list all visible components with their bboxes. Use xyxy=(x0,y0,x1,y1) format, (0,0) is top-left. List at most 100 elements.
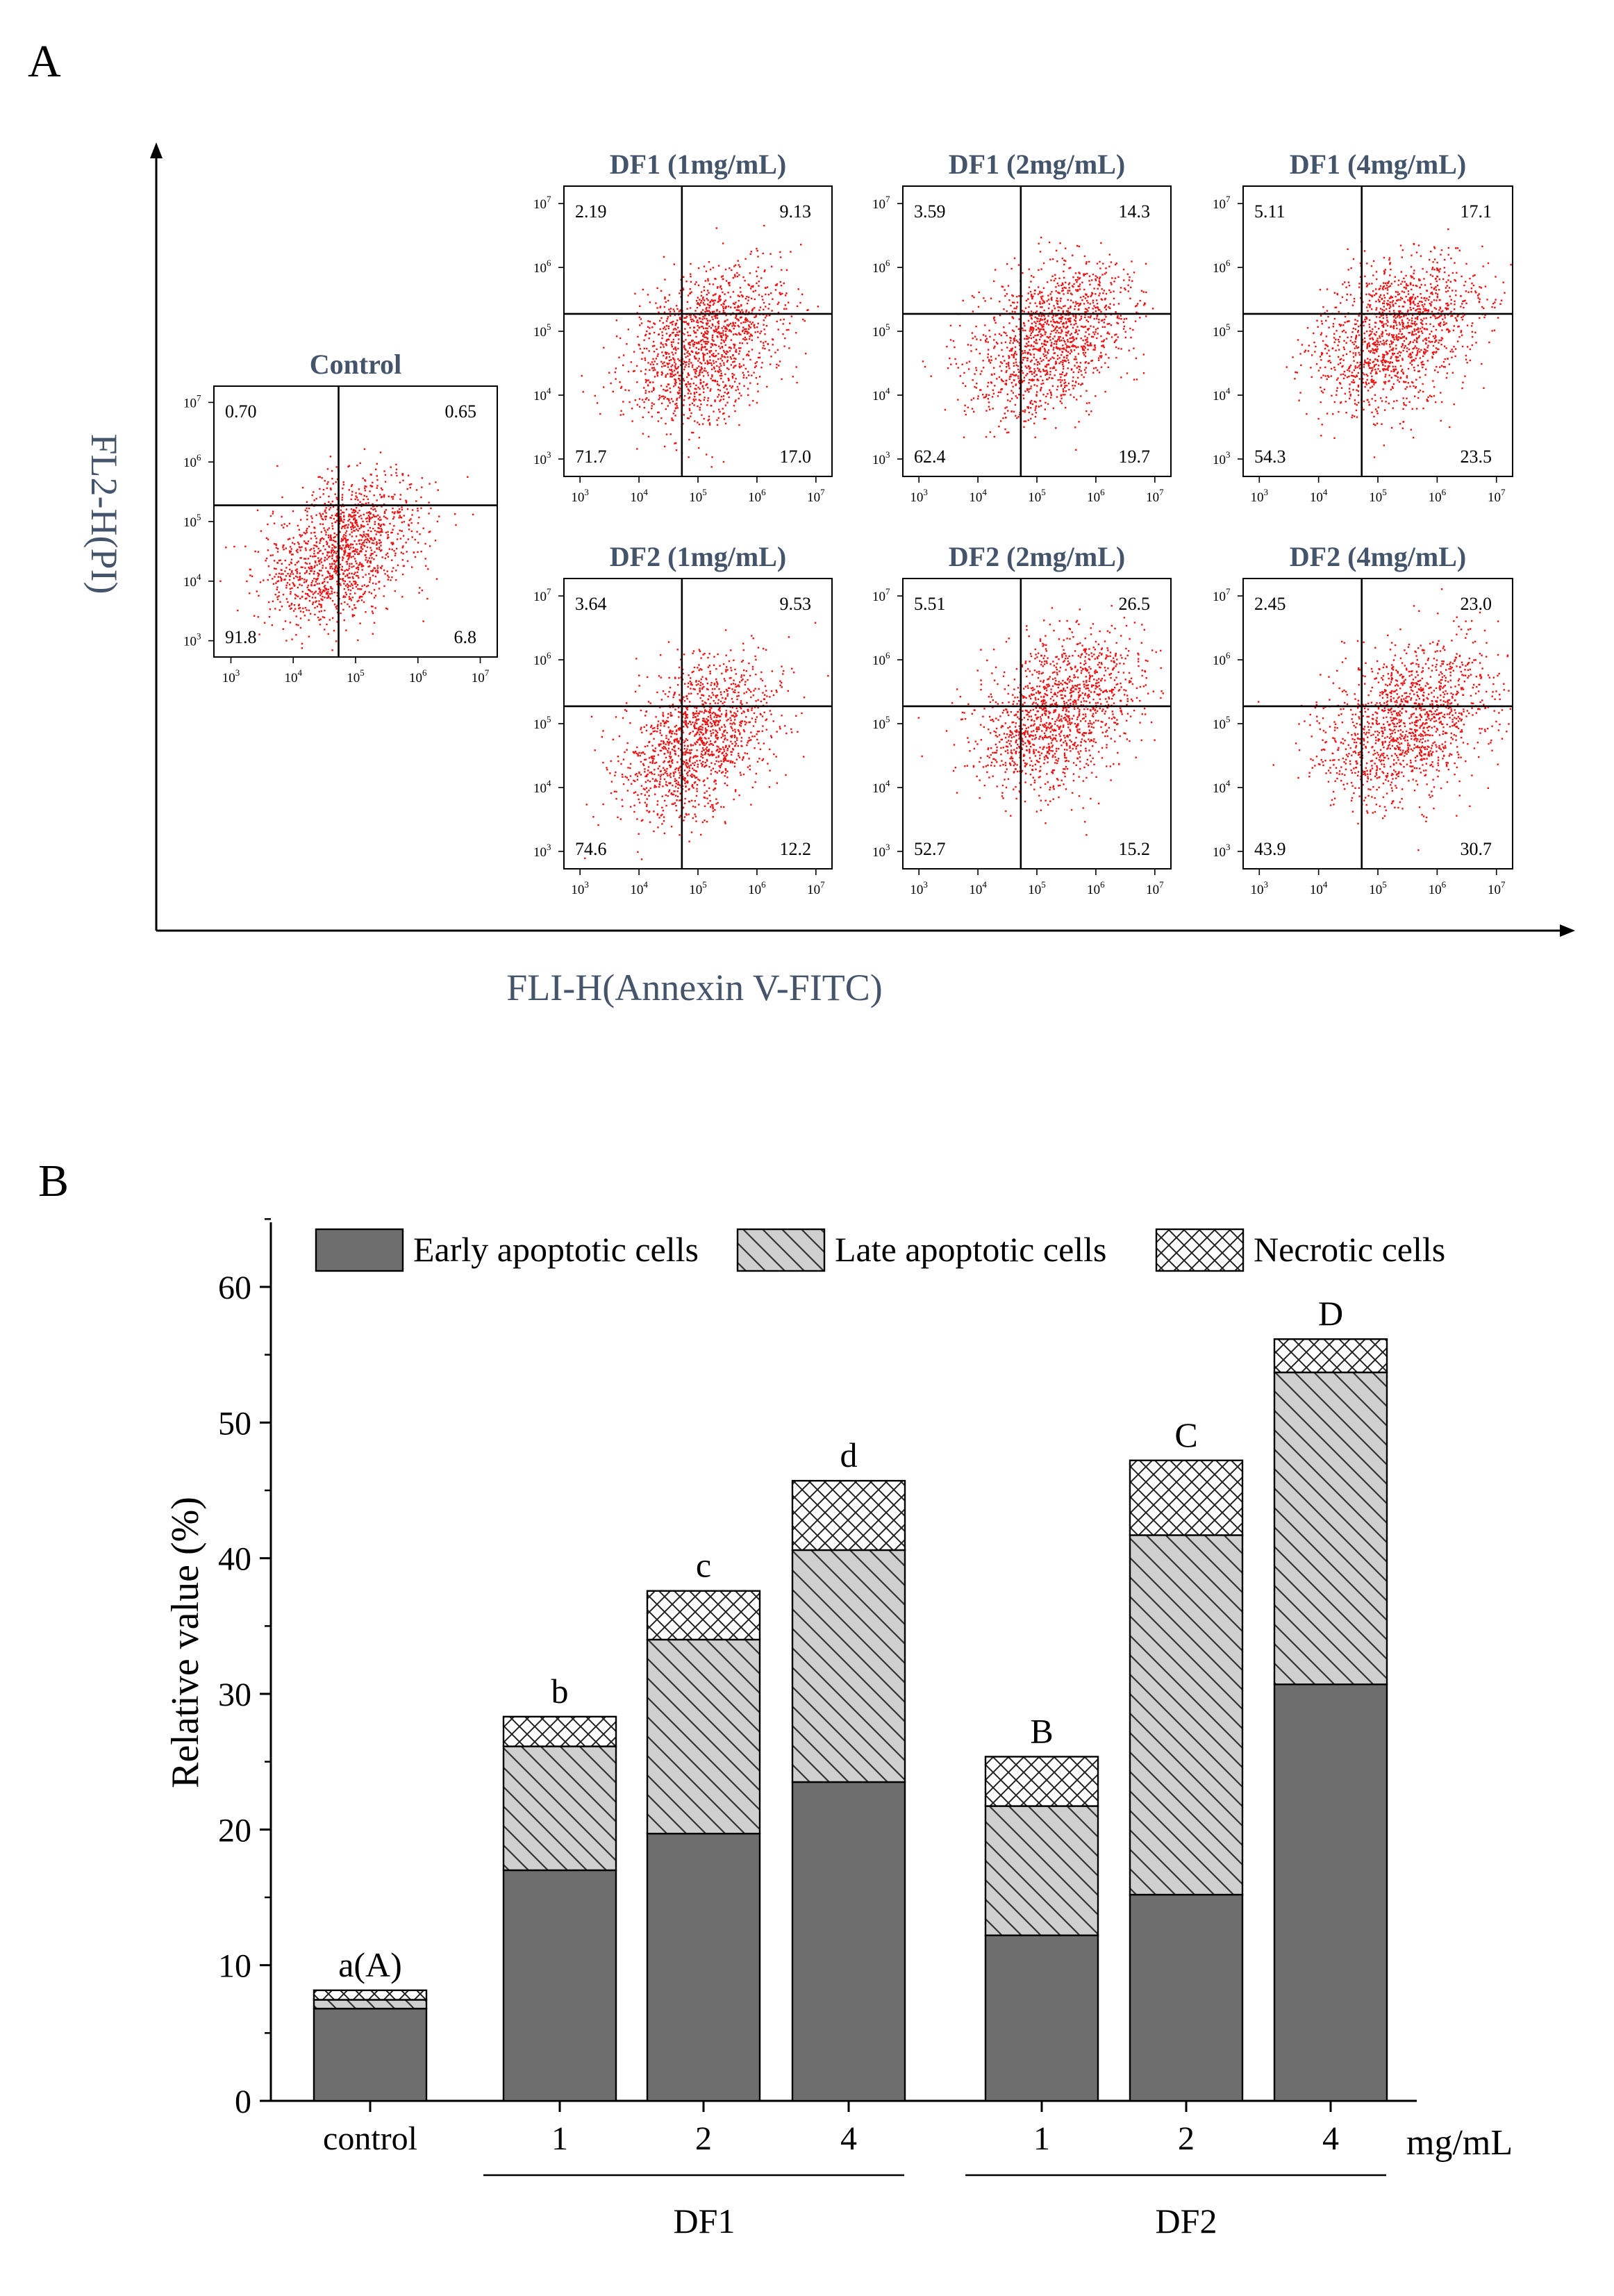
quadrant-value-ul: 3.64 xyxy=(575,594,607,614)
y-tick-label: 107 xyxy=(872,586,890,604)
quadrant-value-ur: 9.13 xyxy=(780,201,812,222)
bar-segment-early xyxy=(791,1781,906,2102)
x-tick-label: 2 xyxy=(1178,2120,1195,2157)
y-tick-label: 107 xyxy=(1213,194,1231,212)
y-tick-label: 105 xyxy=(533,714,551,732)
x-tick-label: 106 xyxy=(409,667,427,685)
x-tick-label: 106 xyxy=(748,487,766,505)
y-tick-label: 107 xyxy=(183,392,201,410)
scatter-dots xyxy=(917,605,1164,836)
y-tick-label: 107 xyxy=(872,194,890,212)
x-tick-label: 106 xyxy=(748,879,766,897)
x-tick-label: 107 xyxy=(1146,879,1164,897)
bar-segment-early xyxy=(502,1869,617,2102)
y-tick-label: 104 xyxy=(183,572,201,590)
bar-segment-late xyxy=(791,1549,906,1783)
y-tick-label: 105 xyxy=(1213,322,1231,340)
y-tick-label: 105 xyxy=(872,714,890,732)
x-tick-label: 105 xyxy=(1369,879,1387,897)
legend-label: Late apoptotic cells xyxy=(835,1230,1107,1269)
scatter-dots xyxy=(581,224,819,468)
legend-swatch xyxy=(315,1228,404,1272)
significance-label: a(A) xyxy=(338,1945,402,1984)
quadrant-value-ul: 2.45 xyxy=(1254,594,1286,614)
y-ticks: 0 10 20 30 40 50 60 xyxy=(218,1218,271,2120)
y-tick-label: 106 xyxy=(1213,650,1231,668)
quadrant-value-lr: 6.8 xyxy=(454,627,477,647)
flow-plot: DF1 (4mg/mL)5.11 17.1 54.3 23.5 103 103 104 104… xyxy=(1213,149,1513,505)
quadrant-value-ur: 9.53 xyxy=(780,594,812,614)
y-tick-label: 106 xyxy=(1213,258,1231,276)
x-tick-label: 107 xyxy=(1488,487,1506,505)
y-tick-label: 20 xyxy=(218,1812,251,1849)
bar-segment-early xyxy=(313,2007,428,2102)
x-tick-label: 104 xyxy=(630,879,648,897)
bar-segment-necrotic xyxy=(313,1989,428,2001)
y-tick-label: 10 xyxy=(218,1948,251,1985)
quadrant-value-ul: 5.11 xyxy=(1254,201,1286,222)
quadrant-value-lr: 17.0 xyxy=(780,447,812,467)
x-tick-label: 107 xyxy=(1146,487,1164,505)
y-tick-label: 40 xyxy=(218,1541,251,1578)
bar-segment-necrotic xyxy=(502,1715,617,1747)
x-tick-label: 105 xyxy=(1369,487,1387,505)
y-tick-label: 103 xyxy=(183,631,201,649)
y-tick-label: 104 xyxy=(533,385,551,404)
bar-segment-late xyxy=(1273,1371,1388,1686)
y-tick-label: 103 xyxy=(533,842,551,860)
x-tick-label: 4 xyxy=(1322,2120,1339,2157)
flow-plot: DF2 (1mg/mL) 3.64 9.53 74.6 12.2 103 103 104 104… xyxy=(533,541,833,897)
significance-label: b xyxy=(551,1672,569,1711)
x-tick-label: 105 xyxy=(347,667,365,685)
quadrant-value-ur: 23.0 xyxy=(1461,594,1492,614)
x-tick-label: 103 xyxy=(1251,487,1269,505)
x-tick-label: 104 xyxy=(969,879,987,897)
legend: Early apoptotic cells Late apoptotic cell… xyxy=(315,1228,1445,1272)
quadrant-value-lr: 12.2 xyxy=(780,839,812,859)
quadrant-value-ur: 26.5 xyxy=(1119,594,1151,614)
flow-plot-title: Control xyxy=(310,349,402,380)
flow-plot-title: DF1 (4mg/mL) xyxy=(1290,149,1466,180)
x-axis-arrow-icon xyxy=(1560,924,1575,937)
y-tick-label: 103 xyxy=(533,449,551,467)
panel-b-label: B xyxy=(38,1156,69,1206)
x-tick-label: 103 xyxy=(910,487,928,505)
unit-label: mg/mL xyxy=(1406,2123,1513,2163)
flow-plot: Control 0.70 0.65 91.8 6.8 103 103 104 104 105 105… xyxy=(183,349,498,685)
flow-plot-title: DF2 (1mg/mL) xyxy=(610,541,786,572)
quadrant-value-lr: 19.7 xyxy=(1119,447,1151,467)
x-tick-label: 1 xyxy=(551,2120,568,2157)
panel-a-x-label: FLI-H(Annexin V-FITC) xyxy=(506,967,882,1008)
x-tick-label: 103 xyxy=(910,879,928,897)
significance-label: B xyxy=(1030,1711,1053,1750)
y-tick-label: 104 xyxy=(872,385,890,404)
bar-segment-late xyxy=(1129,1534,1244,1896)
quadrant-value-ll: 54.3 xyxy=(1254,447,1286,467)
flow-plot-title: DF2 (4mg/mL) xyxy=(1290,541,1466,572)
flow-plot-frame xyxy=(902,185,1172,477)
y-tick-label: 104 xyxy=(533,778,551,796)
significance-label: d xyxy=(840,1436,858,1474)
flow-plot: DF1 (1mg/mL)2.19 9.13 71.7 17.0 103 103 104 104… xyxy=(533,149,833,505)
legend-swatch xyxy=(1155,1228,1245,1272)
significance-label: C xyxy=(1174,1415,1197,1454)
panel-a: A FLI-H(Annexin V-FITC) FL2-H(PI) Contro… xyxy=(28,36,1575,1008)
flow-plot: DF1 (2mg/mL)3.59 14.3 62.4 19.7 103 103 104 104… xyxy=(872,149,1172,505)
x-tick-label: 106 xyxy=(1429,487,1447,505)
y-tick-label: 106 xyxy=(872,650,890,668)
bar-segment-necrotic xyxy=(791,1479,906,1552)
y-tick-label: 103 xyxy=(872,842,890,860)
quadrant-value-ll: 74.6 xyxy=(575,839,607,859)
bars: a(A) b c d B C D xyxy=(313,1294,1388,2102)
x-tick-label: 103 xyxy=(222,667,240,685)
bar-segment-necrotic xyxy=(1129,1459,1244,1536)
quadrant-value-lr: 30.7 xyxy=(1461,839,1492,859)
legend-swatch xyxy=(736,1228,826,1272)
chart-y-label: Relative value (%) xyxy=(164,1497,207,1788)
x-tick-label: control xyxy=(323,2120,417,2157)
bar-segment-necrotic xyxy=(1273,1338,1388,1374)
x-tick-label: 106 xyxy=(1429,879,1447,897)
y-tick-label: 104 xyxy=(1213,385,1231,404)
bar-segment-early xyxy=(646,1832,761,2102)
